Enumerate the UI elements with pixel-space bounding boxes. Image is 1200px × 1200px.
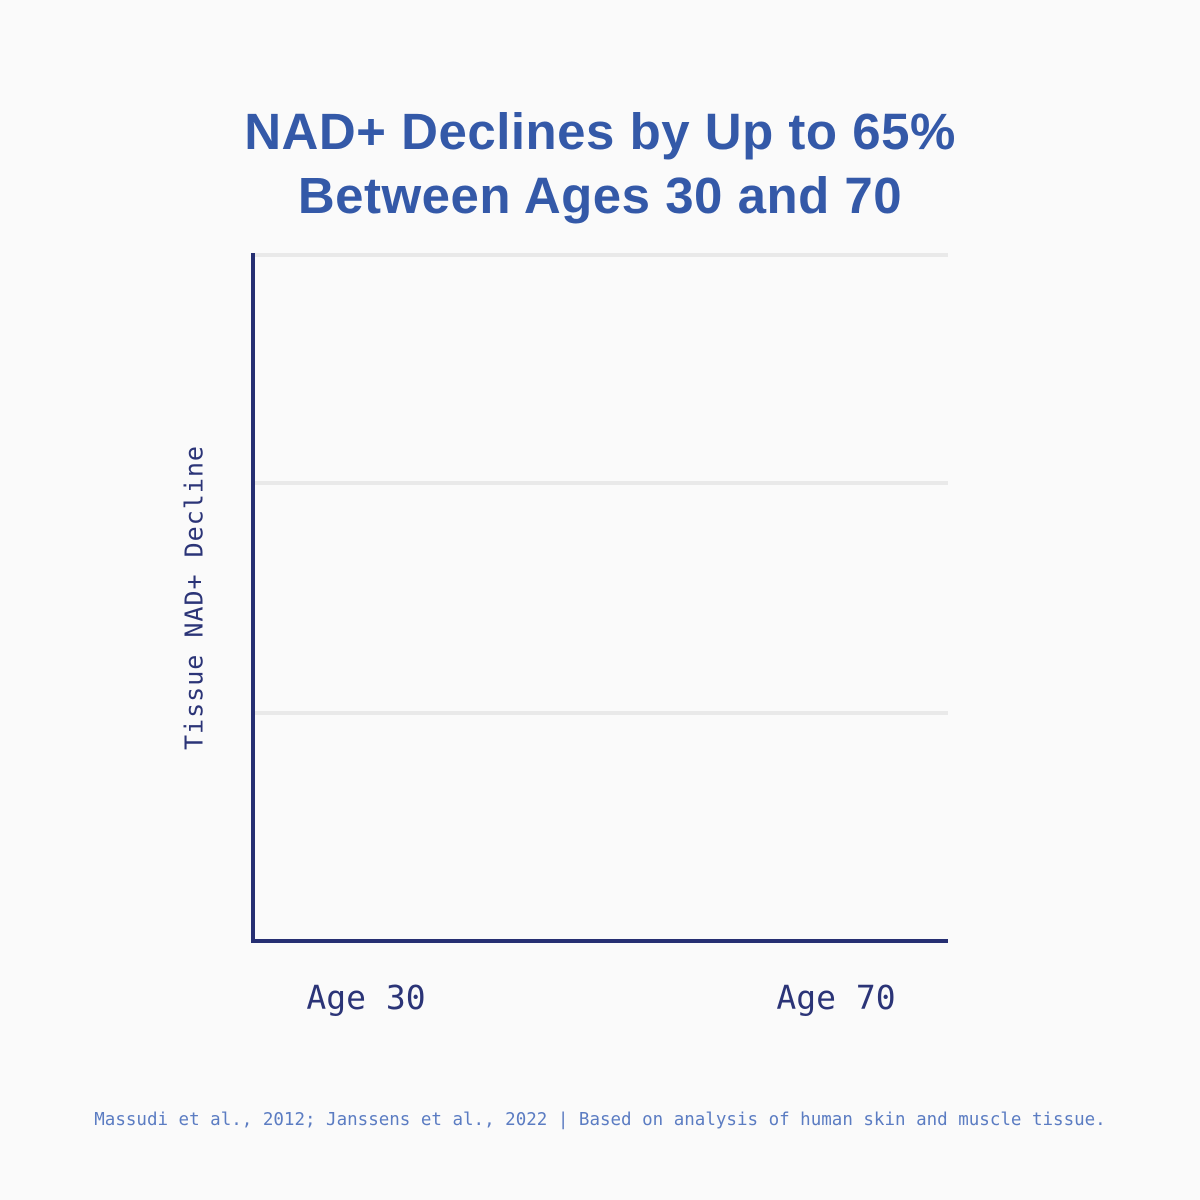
source-note: Massudi et al., 2012; Janssens et al., 2… [94, 1110, 1106, 1130]
chart-title: NAD+ Declines by Up to 65% Between Ages … [0, 100, 1200, 228]
chart-title-line-1: NAD+ Declines by Up to 65% [244, 103, 956, 160]
chart-title-line-2: Between Ages 30 and 70 [297, 167, 903, 224]
gridline-lower [255, 711, 948, 715]
gridline-top [255, 253, 948, 257]
gridline-middle [255, 481, 948, 485]
y-axis-label: Tissue NAD+ Decline [179, 445, 209, 751]
x-tick-age-30: Age 30 [306, 978, 426, 1017]
plot-area [251, 253, 948, 943]
x-tick-age-70: Age 70 [776, 978, 896, 1017]
